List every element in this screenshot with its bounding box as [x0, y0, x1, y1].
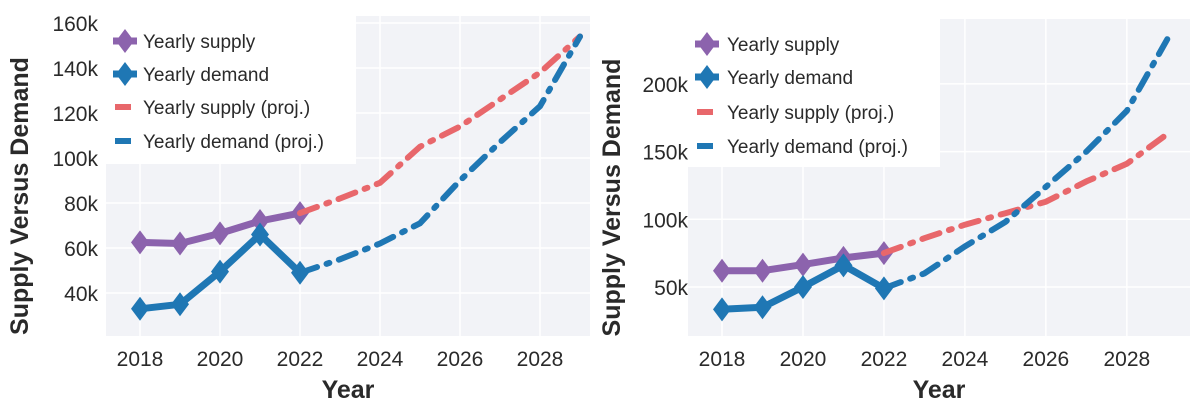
- x-tick-label: 2028: [1103, 348, 1150, 371]
- y-tick-label: 40k: [64, 283, 98, 306]
- x-axis-title: Year: [913, 376, 966, 404]
- series-line-demand-proj: [297, 33, 583, 276]
- x-axis-title: Year: [322, 376, 375, 404]
- legend-label: Yearly demand (proj.): [143, 132, 324, 153]
- legend-box: [106, 0, 356, 164]
- legend-label: Yearly demand: [143, 65, 269, 86]
- legend-marker-demand: [116, 62, 134, 86]
- y-tick-label: 100k: [642, 209, 688, 232]
- x-tick-label: 2018: [699, 348, 746, 371]
- y-tick-label: 200k: [642, 74, 688, 97]
- x-tick-label: 2026: [1023, 348, 1070, 371]
- x-tick-label: 2026: [437, 348, 484, 371]
- legend-label: Yearly supply (proj.): [143, 98, 310, 119]
- x-tick-label: 2022: [861, 348, 908, 371]
- legend-label: Yearly supply: [727, 35, 840, 56]
- data-point-supply: [211, 221, 229, 246]
- legend-label: Yearly demand: [727, 68, 853, 89]
- data-point-supply: [713, 258, 732, 283]
- y-tick-label: 50k: [654, 277, 688, 300]
- x-tick-label: 2018: [117, 348, 164, 371]
- series-line-demand-proj: [880, 36, 1171, 292]
- x-tick-label: 2020: [197, 348, 244, 371]
- right-chart: Yearly supply Yearly demand Yearly supply …: [598, 19, 1190, 404]
- data-point-supply: [131, 230, 149, 255]
- y-tick-label: 120k: [52, 103, 98, 126]
- data-point-supply: [793, 252, 812, 277]
- legend-marker-demand: [698, 65, 716, 89]
- y-tick-label: 150k: [642, 142, 688, 165]
- legend: Yearly supply Yearly demand Yearly supply …: [106, 0, 356, 164]
- legend: Yearly supply Yearly demand Yearly supply …: [688, 19, 940, 167]
- data-point-demand: [713, 297, 732, 322]
- legend-box: [688, 19, 940, 167]
- x-tick-label: 2028: [517, 348, 564, 371]
- data-point-demand: [251, 222, 269, 247]
- left-chart: Yearly supply Yearly demand Yearly supply …: [6, 0, 590, 404]
- x-tick-label: 2024: [942, 348, 989, 371]
- data-point-demand: [793, 274, 812, 299]
- x-tick-label: 2020: [780, 348, 827, 371]
- series-line-supply-proj: [297, 33, 583, 217]
- legend-marker-supply: [698, 32, 716, 56]
- x-tick-label: 2024: [357, 348, 404, 371]
- x-tick-label: 2022: [277, 348, 324, 371]
- y-axis-title: Supply Versus Demand: [598, 59, 626, 337]
- data-point-supply: [251, 209, 269, 234]
- legend-marker-supply: [116, 29, 134, 53]
- series-group: [713, 36, 1171, 322]
- legend-label: Yearly supply: [143, 32, 256, 53]
- legend-label: Yearly demand (proj.): [727, 137, 908, 158]
- y-tick-label: 100k: [52, 148, 98, 171]
- data-point-demand: [753, 295, 772, 320]
- data-point-demand: [211, 259, 229, 284]
- y-tick-label: 80k: [64, 193, 98, 216]
- data-point-demand: [834, 253, 853, 278]
- data-point-demand: [171, 292, 189, 317]
- y-tick-label: 160k: [52, 13, 98, 36]
- data-point-demand: [131, 296, 149, 321]
- data-point-supply: [171, 231, 189, 256]
- data-point-supply: [753, 258, 772, 283]
- y-tick-label: 140k: [52, 58, 98, 81]
- y-tick-label: 60k: [64, 238, 98, 261]
- y-axis-title: Supply Versus Demand: [6, 57, 34, 335]
- legend-label: Yearly supply (proj.): [727, 103, 894, 124]
- series-group: [131, 33, 583, 321]
